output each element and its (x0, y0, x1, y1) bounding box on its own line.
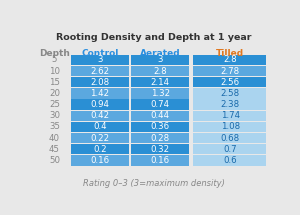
Bar (193, 111, 266, 121)
Text: 0.28: 0.28 (151, 134, 170, 143)
Bar (71, 99, 129, 110)
Bar (131, 133, 189, 143)
Text: 0.2: 0.2 (93, 145, 107, 154)
Bar (71, 122, 129, 132)
Text: 2.08: 2.08 (90, 78, 110, 87)
Bar (193, 55, 266, 65)
Text: 45: 45 (49, 145, 60, 154)
Text: 0.68: 0.68 (220, 134, 240, 143)
Bar (71, 133, 129, 143)
Text: 0.42: 0.42 (90, 111, 110, 120)
Text: 40: 40 (49, 134, 60, 143)
Bar (193, 77, 266, 88)
Text: Tilled: Tilled (216, 49, 244, 58)
Text: Depth: Depth (39, 49, 70, 58)
Text: 3: 3 (158, 55, 163, 64)
Bar (131, 111, 189, 121)
Text: 3: 3 (97, 55, 103, 64)
Bar (71, 88, 129, 98)
Bar (131, 77, 189, 88)
Bar (71, 155, 129, 166)
Bar (193, 133, 266, 143)
Text: 0.22: 0.22 (90, 134, 110, 143)
Text: Aerated: Aerated (140, 49, 181, 58)
Text: 0.6: 0.6 (223, 156, 237, 165)
Text: 0.32: 0.32 (151, 145, 170, 154)
Text: 25: 25 (49, 100, 60, 109)
Text: 35: 35 (49, 122, 60, 131)
Text: 1.08: 1.08 (220, 122, 240, 131)
Bar (71, 55, 129, 65)
Bar (71, 144, 129, 154)
Text: 15: 15 (49, 78, 60, 87)
Bar (131, 122, 189, 132)
Text: 2.58: 2.58 (220, 89, 240, 98)
Text: 5: 5 (52, 55, 57, 64)
Text: 0.94: 0.94 (90, 100, 110, 109)
Text: 1.42: 1.42 (90, 89, 110, 98)
Text: 0.4: 0.4 (93, 122, 107, 131)
Bar (71, 111, 129, 121)
Text: 0.74: 0.74 (151, 100, 170, 109)
Text: 0.16: 0.16 (90, 156, 110, 165)
Bar (131, 88, 189, 98)
Text: 2.78: 2.78 (220, 66, 240, 75)
Bar (193, 155, 266, 166)
Text: 2.14: 2.14 (151, 78, 170, 87)
Text: 0.44: 0.44 (151, 111, 170, 120)
Text: 2.62: 2.62 (90, 66, 110, 75)
Bar (193, 88, 266, 98)
Bar (131, 66, 189, 76)
Text: 0.36: 0.36 (151, 122, 170, 131)
Bar (131, 99, 189, 110)
Text: 50: 50 (49, 156, 60, 165)
Bar (193, 66, 266, 76)
Text: 30: 30 (49, 111, 60, 120)
Text: 0.16: 0.16 (151, 156, 170, 165)
Bar (193, 99, 266, 110)
Text: 0.7: 0.7 (223, 145, 237, 154)
Bar (131, 155, 189, 166)
Text: Rating 0–3 (3=maximum density): Rating 0–3 (3=maximum density) (83, 179, 225, 188)
Bar (193, 122, 266, 132)
Bar (131, 144, 189, 154)
Text: 1.74: 1.74 (220, 111, 240, 120)
Bar (71, 66, 129, 76)
Text: 2.56: 2.56 (220, 78, 240, 87)
Text: 10: 10 (49, 66, 60, 75)
Text: 1.32: 1.32 (151, 89, 170, 98)
Bar (71, 77, 129, 88)
Text: 2.8: 2.8 (223, 55, 237, 64)
Text: 2.38: 2.38 (220, 100, 240, 109)
Text: 20: 20 (49, 89, 60, 98)
Bar (193, 144, 266, 154)
Text: 2.8: 2.8 (154, 66, 167, 75)
Text: Control: Control (81, 49, 119, 58)
Bar (131, 55, 189, 65)
Text: Rooting Density and Depth at 1 year: Rooting Density and Depth at 1 year (56, 34, 251, 43)
